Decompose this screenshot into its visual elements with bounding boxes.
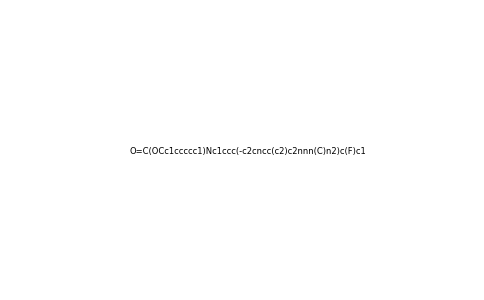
Text: O=C(OCc1ccccc1)Nc1ccc(-c2cncc(c2)c2nnn(C)n2)c(F)c1: O=C(OCc1ccccc1)Nc1ccc(-c2cncc(c2)c2nnn(C… — [130, 147, 366, 156]
